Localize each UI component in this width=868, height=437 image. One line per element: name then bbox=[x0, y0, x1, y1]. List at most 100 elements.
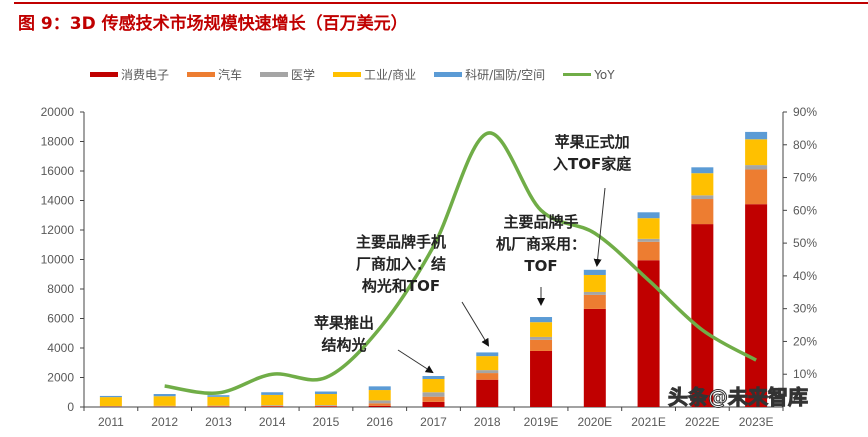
annotation-arrow bbox=[593, 187, 606, 267]
legend-item: 汽车 bbox=[187, 66, 242, 83]
legend-label: 消费电子 bbox=[121, 68, 170, 82]
annotation-line: 机厂商采用： bbox=[496, 235, 587, 253]
x-tick-label: 2020E bbox=[577, 415, 612, 429]
bar-segment bbox=[476, 370, 499, 374]
annotation-line: 入TOF家庭 bbox=[553, 155, 632, 173]
annotation-line: 厂商加入：结 bbox=[356, 255, 447, 273]
y-tick-label: 16000 bbox=[41, 164, 75, 178]
y-tick-label: 4000 bbox=[47, 341, 74, 355]
bar-segment bbox=[314, 394, 337, 406]
x-tick-label: 2011 bbox=[98, 415, 124, 429]
bar-segment bbox=[314, 406, 337, 407]
bar-segment bbox=[691, 224, 714, 407]
legend-item: 消费电子 bbox=[90, 66, 169, 83]
bar-segment bbox=[745, 139, 768, 166]
annotation-arrow bbox=[461, 301, 490, 347]
bar-segment bbox=[314, 391, 337, 395]
bar-segment bbox=[261, 394, 284, 406]
chart-title: 图 9：3D 传感技术市场规模快速增长（百万美元） bbox=[18, 14, 408, 34]
bar-segment bbox=[207, 405, 230, 407]
bar-segment bbox=[368, 390, 391, 401]
annotation-line: 主要品牌手 bbox=[503, 213, 579, 231]
legend-item: YoY bbox=[563, 66, 615, 83]
bar-segment bbox=[691, 173, 714, 196]
y2-tick-label: 30% bbox=[793, 302, 817, 316]
annotation-line: 苹果正式加 bbox=[554, 133, 630, 151]
legend-swatch bbox=[90, 72, 118, 77]
annotation-line: 主要品牌手机 bbox=[356, 233, 447, 251]
bar-segment bbox=[261, 406, 284, 407]
bar-segment bbox=[153, 405, 176, 407]
bar-segment bbox=[745, 204, 768, 407]
bar-segment bbox=[637, 241, 660, 261]
x-tick-label: 2018 bbox=[474, 415, 501, 429]
bar-segment bbox=[530, 350, 553, 407]
bar-segment bbox=[476, 352, 499, 357]
y-tick-label: 0 bbox=[67, 400, 74, 414]
bar-segment bbox=[368, 400, 391, 404]
bar-segment bbox=[530, 317, 553, 323]
bar-segment bbox=[422, 392, 445, 397]
bar-segment bbox=[745, 165, 768, 170]
legend: 消费电子 汽车 医学 工业/商业 科研/国防/空间 YoY bbox=[90, 66, 615, 83]
legend-swatch bbox=[434, 72, 463, 77]
bar-segment bbox=[261, 392, 284, 395]
y2-tick-label: 90% bbox=[793, 105, 817, 119]
bar-segment bbox=[476, 356, 499, 371]
bar-segment bbox=[99, 397, 122, 406]
bar-segment bbox=[637, 260, 660, 407]
x-tick-label: 2019E bbox=[524, 415, 559, 429]
annotation: 主要品牌手机厂商采用： TOF bbox=[496, 211, 586, 277]
annotation-arrow bbox=[397, 349, 434, 374]
bar-segment bbox=[153, 394, 176, 397]
y2-tick-label: 60% bbox=[793, 203, 817, 217]
x-tick-label: 2016 bbox=[366, 415, 393, 429]
yoy-line bbox=[164, 131, 757, 395]
y2-tick-label: 40% bbox=[793, 269, 817, 283]
bar-segment bbox=[691, 199, 714, 225]
bar-segment bbox=[583, 274, 606, 292]
watermark: 头条@未来智库 bbox=[668, 385, 809, 409]
bar-segment bbox=[422, 376, 445, 379]
x-tick-label: 2023E bbox=[739, 415, 774, 429]
bar-segment bbox=[422, 378, 445, 393]
x-tick-label: 2014 bbox=[259, 415, 286, 429]
bar-segment bbox=[153, 396, 176, 406]
y-tick-label: 2000 bbox=[47, 371, 74, 385]
x-tick-label: 2012 bbox=[151, 415, 178, 429]
y-tick-label: 6000 bbox=[47, 312, 74, 326]
legend-label: 科研/国防/空间 bbox=[465, 68, 546, 82]
bar-segment bbox=[476, 373, 499, 380]
bar-segment bbox=[691, 167, 714, 174]
annotation-line: 构光和TOF bbox=[361, 277, 441, 295]
bar-segment bbox=[583, 308, 606, 407]
bar-segment bbox=[368, 386, 391, 391]
y-tick-label: 18000 bbox=[41, 135, 75, 149]
legend-item: 医学 bbox=[260, 66, 315, 83]
annotation: 苹果正式加入TOF家庭 bbox=[553, 131, 631, 175]
y-tick-label: 8000 bbox=[47, 282, 74, 296]
x-tick-label: 2021E bbox=[631, 415, 666, 429]
bar-segment bbox=[207, 396, 230, 406]
bar-segment bbox=[637, 212, 660, 219]
legend-label: 工业/商业 bbox=[364, 68, 417, 82]
y2-tick-label: 50% bbox=[793, 236, 817, 250]
legend-swatch bbox=[333, 72, 362, 77]
bar-segment bbox=[583, 291, 606, 295]
x-tick-label: 2013 bbox=[205, 415, 232, 429]
annotation-line: TOF bbox=[524, 257, 558, 275]
x-tick-label: 2017 bbox=[420, 415, 447, 429]
bar-segment bbox=[691, 195, 714, 200]
bar-segment bbox=[207, 395, 230, 397]
y-tick-label: 20000 bbox=[41, 105, 75, 119]
annotation-line: 苹果推出 bbox=[314, 314, 375, 332]
bar-segment bbox=[530, 322, 553, 337]
y2-tick-label: 20% bbox=[793, 334, 817, 348]
bar-segment bbox=[422, 401, 445, 407]
x-tick-label: 2015 bbox=[313, 415, 340, 429]
y2-tick-label: 10% bbox=[793, 367, 817, 381]
legend-label: 医学 bbox=[291, 68, 316, 82]
bar-segment bbox=[99, 395, 122, 398]
